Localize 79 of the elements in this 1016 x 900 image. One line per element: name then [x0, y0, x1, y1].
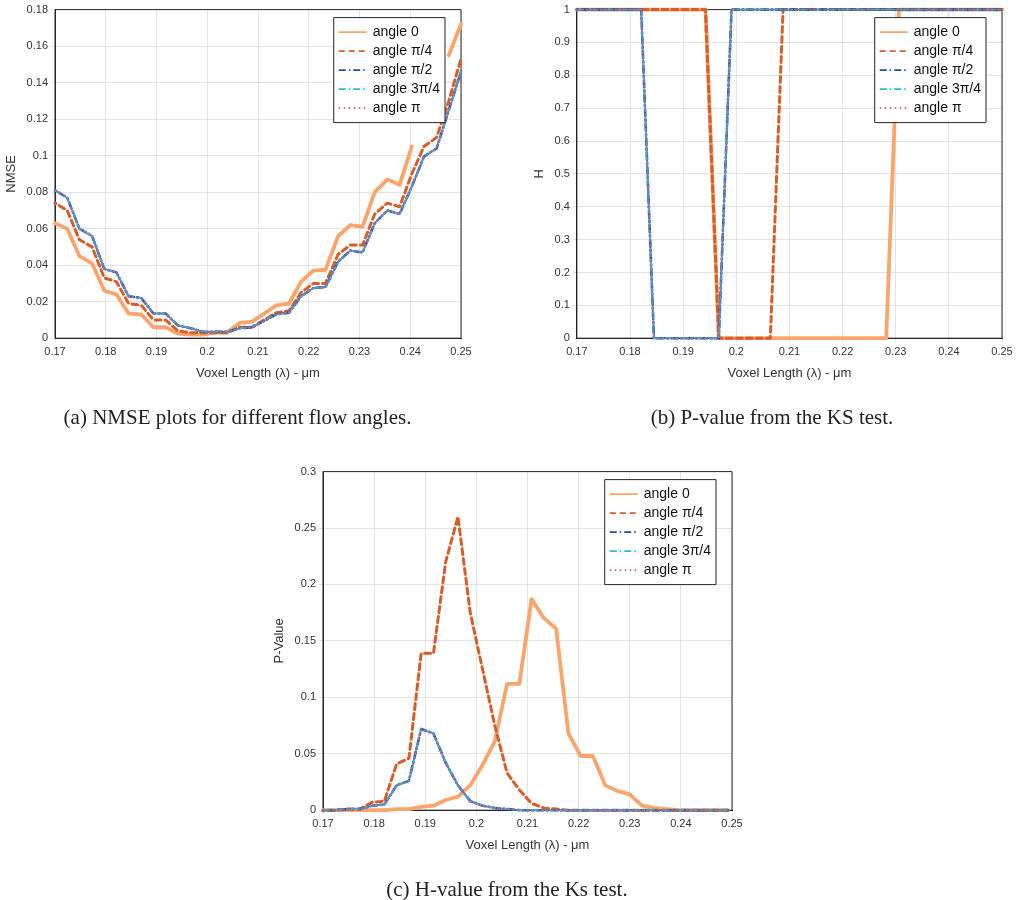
y-axis-title: NMSE [3, 154, 19, 193]
legend-label: angle π/4 [643, 503, 704, 520]
y-tick-label: 0.4 [554, 199, 570, 212]
x-tick-label: 0.19 [414, 816, 436, 829]
legend-label: angle π/2 [913, 60, 974, 77]
y-tick-label: 0.05 [294, 746, 317, 759]
text: (b) P-value from the KS test. [649, 405, 895, 430]
x-tick-label: 0.25 [450, 344, 472, 357]
y-tick-label: 0 [309, 803, 317, 816]
y-tick-label: 0.14 [26, 75, 49, 88]
y-tick-label: 0.3 [300, 464, 317, 477]
legend-label: angle π/2 [643, 522, 704, 539]
y-tick-label: 0.02 [26, 294, 49, 307]
x-tick-label: 0.21 [516, 816, 539, 829]
legend-label: angle 0 [913, 22, 960, 39]
y-tick-label: 0.1 [300, 690, 317, 703]
y-tick-label: 0.2 [554, 265, 570, 278]
y-tick-label: 0.8 [554, 68, 570, 81]
legend-label: angle π/4 [372, 41, 433, 58]
legend-label: angle 3π/4 [372, 79, 441, 96]
x-tick-label: 0.25 [721, 816, 743, 829]
x-tick-label: 0.17 [44, 344, 66, 357]
x-tick-label: 0.22 [567, 816, 590, 829]
y-tick-label: 0.1 [554, 298, 570, 311]
y-tick-label: 0.25 [294, 521, 317, 534]
y-tick-label: 0.06 [26, 221, 49, 234]
text: (c) H-value from the Ks test. [385, 877, 629, 900]
text: (a) NMSE plots for different flow angles. [62, 405, 413, 430]
y-axis-title: P-Value [271, 618, 287, 664]
legend-label: angle π/2 [372, 60, 433, 77]
y-tick-label: 0.16 [26, 39, 49, 52]
legend-label: angle 0 [372, 22, 419, 39]
legend-label: angle 3π/4 [643, 541, 712, 558]
x-tick-label: 0.18 [95, 344, 117, 357]
y-tick-label: 0.6 [554, 134, 570, 147]
x-tick-label: 0.18 [619, 344, 641, 357]
legend-label: angle π [372, 98, 421, 115]
y-tick-label: 0.7 [554, 101, 570, 114]
y-tick-label: 0 [563, 331, 570, 344]
y-tick-label: 0.18 [26, 2, 49, 15]
y-axis-title: H [531, 169, 547, 179]
legend-label: angle π [913, 98, 962, 115]
x-tick-label: 0.21 [247, 344, 269, 357]
y-tick-label: 1 [563, 2, 570, 15]
y-tick-label: 0.08 [26, 185, 49, 198]
x-tick-label: 0.22 [298, 344, 320, 357]
x-tick-label: 0.22 [831, 344, 854, 357]
x-tick-label: 0.24 [399, 344, 421, 357]
x-tick-label: 0.23 [619, 816, 641, 829]
x-tick-label: 0.23 [348, 344, 371, 357]
x-tick-label: 0.24 [938, 344, 960, 357]
x-tick-label: 0.2 [728, 344, 744, 357]
legend-label: angle 3π/4 [913, 79, 982, 96]
x-tick-label: 0.19 [672, 344, 694, 357]
x-tick-label: 0.17 [566, 344, 588, 357]
x-axis-title: Voxel Length (λ) - μm [196, 364, 320, 380]
x-tick-label: 0.24 [670, 816, 692, 829]
x-tick-label: 0.17 [312, 816, 334, 829]
y-tick-label: 0.04 [26, 258, 49, 271]
y-tick-label: 0 [41, 331, 49, 344]
y-tick-label: 0.3 [554, 232, 570, 245]
y-tick-label: 0.2 [300, 577, 317, 590]
y-tick-label: 0.15 [294, 633, 317, 646]
y-tick-label: 0.1 [32, 148, 49, 161]
x-axis-title: Voxel Length (λ) - μm [727, 364, 852, 380]
x-tick-label: 0.2 [468, 816, 485, 829]
x-tick-label: 0.18 [363, 816, 385, 829]
x-tick-label: 0.2 [199, 344, 215, 357]
y-tick-label: 0.12 [26, 112, 49, 125]
legend-label: angle π/4 [913, 41, 974, 58]
x-tick-label: 0.21 [778, 344, 801, 357]
legend-label: angle 0 [643, 484, 690, 501]
x-tick-label: 0.25 [991, 344, 1013, 357]
y-tick-label: 0.5 [554, 166, 570, 179]
legend-label: angle π [643, 560, 692, 577]
x-tick-label: 0.23 [885, 344, 907, 357]
x-tick-label: 0.19 [145, 344, 168, 357]
x-axis-title: Voxel Length (λ) - μm [465, 836, 590, 852]
y-tick-label: 0.9 [554, 35, 570, 48]
